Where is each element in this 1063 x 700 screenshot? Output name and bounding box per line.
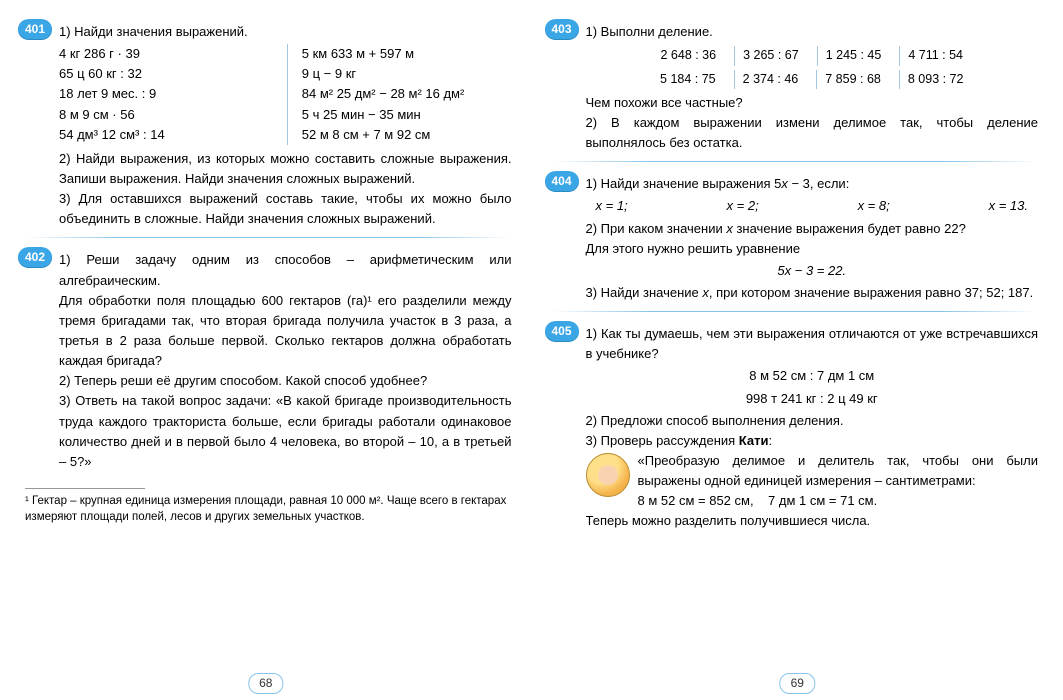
exercise-403: 403 1) Выполни деление. 2 648 : 36 3 265… — [552, 22, 1039, 153]
ex402-part2: 2) Теперь реши её другим способом. Какой… — [59, 371, 512, 391]
expr: 8 м 52 см : 7 дм 1 см — [586, 366, 1039, 386]
x-values: x = 1; x = 2; x = 8; x = 13. — [586, 196, 1039, 216]
exercise-405: 405 1) Как ты думаешь, чем эти выражения… — [552, 324, 1039, 531]
ex405-part3: 3) Проверь рассуждения Кати: — [586, 431, 1039, 451]
exercise-badge: 401 — [18, 19, 52, 39]
ex402-task: Для обработки поля площадью 600 гектаров… — [59, 291, 512, 372]
ex402-part3: 3) Ответь на такой вопрос задачи: «В как… — [59, 391, 512, 472]
ex401-part1: 1) Найди значения выражений. — [59, 22, 512, 42]
avatar-icon — [586, 453, 630, 497]
quote-line: Теперь можно разделить получившиеся числ… — [586, 511, 1039, 531]
divider — [25, 237, 512, 238]
expr: 52 м 8 см + 7 м 92 см — [302, 125, 512, 145]
div-expr: 5 184 : 75 — [652, 70, 724, 89]
divider — [552, 161, 1039, 162]
x-val: x = 8; — [858, 196, 890, 216]
div-expr: 7 859 : 68 — [816, 70, 889, 89]
equation: 5x − 3 = 22. — [586, 261, 1039, 281]
expr: 4 кг 286 г · 39 — [59, 44, 269, 64]
column-b: 5 км 633 м + 597 м 9 ц − 9 кг 84 м² 25 д… — [287, 44, 512, 145]
div-expr: 4 711 : 54 — [899, 46, 971, 65]
page-left: 401 1) Найди значения выражений. 4 кг 28… — [0, 0, 532, 700]
quote-line: 8 м 52 см = 852 см, 7 дм 1 см = 71 см. — [586, 491, 1039, 511]
x-val: x = 2; — [727, 196, 759, 216]
ex401-part2: 2) Найди выражения, из которых можно сос… — [59, 149, 512, 189]
ex403-part1: 1) Выполни деление. — [586, 22, 1039, 42]
ex403-part2: 2) В каждом выражении измени делимое так… — [586, 113, 1039, 153]
expr: 65 ц 60 кг : 32 — [59, 64, 269, 84]
page-number: 69 — [780, 673, 815, 694]
ex404-part2: 2) При каком значении x значение выражен… — [586, 219, 1039, 239]
division-row: 5 184 : 75 2 374 : 46 7 859 : 68 8 093 :… — [586, 70, 1039, 89]
expr: 5 ч 25 мин − 35 мин — [302, 105, 512, 125]
expr: 84 м² 25 дм² − 28 м² 16 дм² — [302, 84, 512, 104]
quote-line: «Преобразую делимое и делитель так, чтоб… — [586, 451, 1039, 491]
exercise-402: 402 1) Реши задачу одним из способов – а… — [25, 250, 512, 472]
page-right: 403 1) Выполни деление. 2 648 : 36 3 265… — [532, 0, 1063, 700]
ex401-part3: 3) Для оставшихся выражений составь таки… — [59, 189, 512, 229]
exercise-badge: 402 — [18, 247, 52, 267]
expr: 54 дм³ 12 см³ : 14 — [59, 125, 269, 145]
div-expr: 8 093 : 72 — [899, 70, 972, 89]
x-val: x = 13. — [989, 196, 1028, 216]
ex404-part1: 1) Найди значение выражения 5x − 3, если… — [586, 174, 1039, 194]
expr: 8 м 9 см · 56 — [59, 105, 269, 125]
page-number: 68 — [248, 673, 283, 694]
expr: 998 т 241 кг : 2 ц 49 кг — [586, 389, 1039, 409]
ex405-part1: 1) Как ты думаешь, чем эти выражения отл… — [586, 324, 1039, 364]
katya-name: Кати — [739, 433, 769, 448]
ex404-part3: Для этого нужно решить уравнение — [586, 239, 1039, 259]
exercise-badge: 403 — [545, 19, 579, 39]
exercise-badge: 405 — [545, 321, 579, 341]
ex404-part4: 3) Найди значение x, при котором значени… — [586, 283, 1039, 303]
expr: 18 лет 9 мес. : 9 — [59, 84, 269, 104]
div-expr: 3 265 : 67 — [734, 46, 807, 65]
column-a: 4 кг 286 г · 39 65 ц 60 кг : 32 18 лет 9… — [59, 44, 269, 145]
expr: 5 км 633 м + 597 м — [302, 44, 512, 64]
ex402-part1: 1) Реши задачу одним из способов – арифм… — [59, 250, 512, 290]
div-expr: 1 245 : 45 — [817, 46, 890, 65]
expr: 9 ц − 9 кг — [302, 64, 512, 84]
footnote-divider — [25, 488, 145, 489]
divider — [552, 311, 1039, 312]
exercise-401: 401 1) Найди значения выражений. 4 кг 28… — [25, 22, 512, 229]
footnote: ¹ Гектар – крупная единица измерения пло… — [25, 493, 512, 525]
div-expr: 2 648 : 36 — [652, 46, 724, 65]
exercise-badge: 404 — [545, 171, 579, 191]
division-row: 2 648 : 36 3 265 : 67 1 245 : 45 4 711 :… — [586, 46, 1039, 65]
ex401-expressions: 4 кг 286 г · 39 65 ц 60 кг : 32 18 лет 9… — [59, 44, 512, 145]
katya-quote: «Преобразую делимое и делитель так, чтоб… — [586, 451, 1039, 532]
textbook-spread: 401 1) Найди значения выражений. 4 кг 28… — [0, 0, 1063, 700]
ex403-question: Чем похожи все частные? — [586, 93, 1039, 113]
exercise-404: 404 1) Найди значение выражения 5x − 3, … — [552, 174, 1039, 303]
ex405-part2: 2) Предложи способ выполнения деления. — [586, 411, 1039, 431]
div-expr: 2 374 : 46 — [734, 70, 807, 89]
x-val: x = 1; — [596, 196, 628, 216]
